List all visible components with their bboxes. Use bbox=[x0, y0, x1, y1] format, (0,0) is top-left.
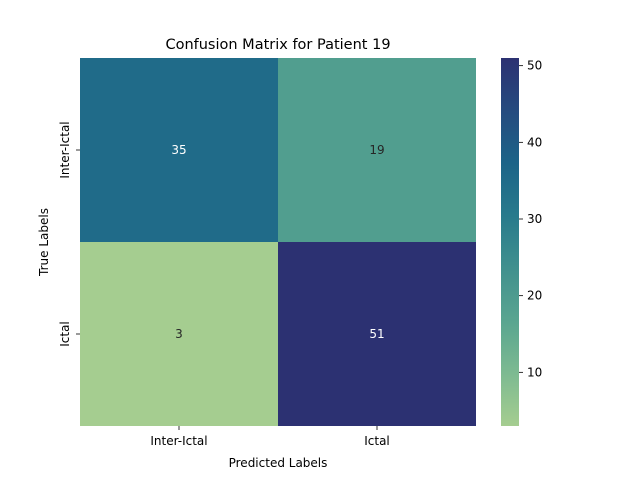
colorbar: 10 20 30 40 50 bbox=[501, 58, 542, 426]
colorbar-tick-label: 10 bbox=[527, 365, 542, 379]
colorbar-ticks: 10 20 30 40 50 bbox=[519, 59, 542, 379]
cell-value-label: 35 bbox=[171, 143, 186, 157]
colorbar-gradient bbox=[501, 58, 519, 426]
y-tick-label: Inter-Ictal bbox=[58, 121, 72, 178]
colorbar-tick-label: 50 bbox=[527, 59, 542, 73]
x-tick-label: Ictal bbox=[364, 434, 390, 448]
x-tick-label: Inter-Ictal bbox=[150, 434, 207, 448]
x-axis-label: Predicted Labels bbox=[229, 456, 328, 470]
colorbar-tick-label: 30 bbox=[527, 212, 542, 226]
heatmap-cell bbox=[278, 242, 476, 426]
chart-title: Confusion Matrix for Patient 19 bbox=[165, 37, 390, 53]
colorbar-tick-label: 40 bbox=[527, 135, 542, 149]
x-axis: Inter-Ictal Ictal bbox=[150, 426, 390, 448]
y-tick-label: Ictal bbox=[58, 321, 72, 347]
colorbar-tick-label: 20 bbox=[527, 289, 542, 303]
y-axis-label: True Labels bbox=[37, 208, 51, 277]
heatmap-cell bbox=[80, 242, 278, 426]
cell-value-label: 51 bbox=[369, 327, 384, 341]
cell-value-label: 3 bbox=[175, 327, 183, 341]
heatmap-annotations: 35 19 3 51 bbox=[171, 143, 384, 341]
cell-value-label: 19 bbox=[369, 143, 384, 157]
y-axis: Inter-Ictal Ictal bbox=[58, 121, 80, 347]
heatmap-cell bbox=[278, 58, 476, 242]
heatmap-cell bbox=[80, 58, 278, 242]
heatmap-cells bbox=[80, 58, 476, 426]
